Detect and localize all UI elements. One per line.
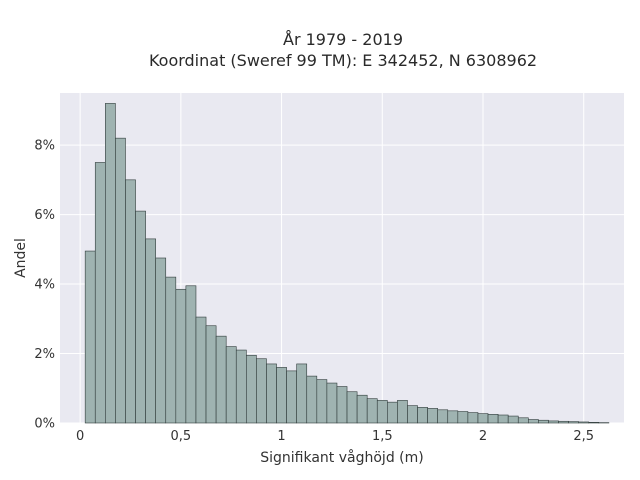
chart-title-line-1: År 1979 - 2019 (283, 30, 403, 49)
histogram-bar (306, 375, 318, 424)
histogram-bar (296, 363, 308, 424)
histogram-bar (356, 394, 368, 424)
x-tick-label: 0,5 (171, 429, 192, 444)
histogram-bar (417, 407, 428, 424)
x-tick-label: 2,5 (573, 429, 594, 444)
histogram-bar (256, 358, 267, 424)
histogram-bar (316, 379, 328, 424)
histogram-bar (447, 410, 459, 424)
histogram-bar (366, 398, 378, 424)
y-tick-label: 0% (34, 417, 55, 432)
y-tick-label: 6% (34, 208, 55, 223)
histogram-bar (94, 162, 106, 424)
histogram-bar (387, 401, 398, 424)
y-tick-label: 4% (34, 278, 55, 293)
histogram-bar (215, 335, 227, 424)
chart-title-line-2: Koordinat (Sweref 99 TM): E 342452, N 63… (149, 51, 537, 70)
histogram-bar (538, 419, 549, 424)
x-tick-label: 0 (76, 429, 84, 444)
y-axis-ticks: 0% 2% 4% 6% 8% (34, 139, 55, 432)
histogram-bar (528, 419, 539, 424)
histogram-bar (276, 367, 287, 424)
histogram-bar (125, 179, 136, 424)
histogram-bar (477, 413, 489, 424)
histogram-bar (517, 417, 529, 424)
histogram-bar (135, 210, 146, 424)
x-tick-label: 2 (479, 429, 487, 444)
histogram-bar (115, 137, 126, 424)
x-axis-ticks: 0 0,5 1 1,5 2 2,5 (76, 429, 594, 444)
histogram-bar (497, 414, 509, 424)
histogram-bar (397, 400, 408, 424)
histogram-bar (84, 250, 96, 424)
y-tick-label: 2% (34, 347, 55, 362)
x-tick-label: 1 (277, 429, 285, 444)
histogram-bar (578, 421, 590, 424)
histogram-bar (205, 325, 217, 424)
histogram-bar (145, 238, 156, 424)
histogram-bar (235, 349, 247, 424)
histogram-bar (427, 408, 438, 424)
histogram-bar (336, 386, 348, 424)
histogram-bar (105, 103, 116, 424)
histogram-bar (286, 370, 297, 424)
histogram-bar (165, 276, 177, 424)
histogram-bar (457, 411, 469, 424)
histogram-bar (346, 391, 358, 424)
y-tick-label: 8% (34, 139, 55, 154)
histogram-bar (437, 409, 449, 424)
histogram-bar (185, 285, 197, 424)
histogram-bar (558, 420, 569, 424)
y-axis-label: Andel (13, 238, 29, 278)
histogram-bar (507, 415, 519, 424)
histogram-bars (84, 103, 610, 424)
histogram-bar (376, 400, 388, 424)
histogram-bar (225, 346, 237, 424)
histogram-bar (588, 422, 600, 424)
histogram-bar (246, 354, 257, 424)
histogram-bar (568, 421, 579, 424)
histogram-bar (487, 414, 499, 424)
histogram-bar (548, 420, 559, 424)
histogram-bar (326, 382, 338, 424)
x-axis-label: Signifikant våghöjd (m) (260, 449, 423, 466)
histogram-bar (155, 257, 167, 424)
histogram-bar (266, 363, 277, 424)
histogram-bar (175, 288, 187, 424)
histogram-bar (467, 412, 479, 424)
histogram-bar (407, 405, 418, 424)
histogram-bar (195, 316, 207, 424)
x-tick-label: 1,5 (372, 429, 393, 444)
